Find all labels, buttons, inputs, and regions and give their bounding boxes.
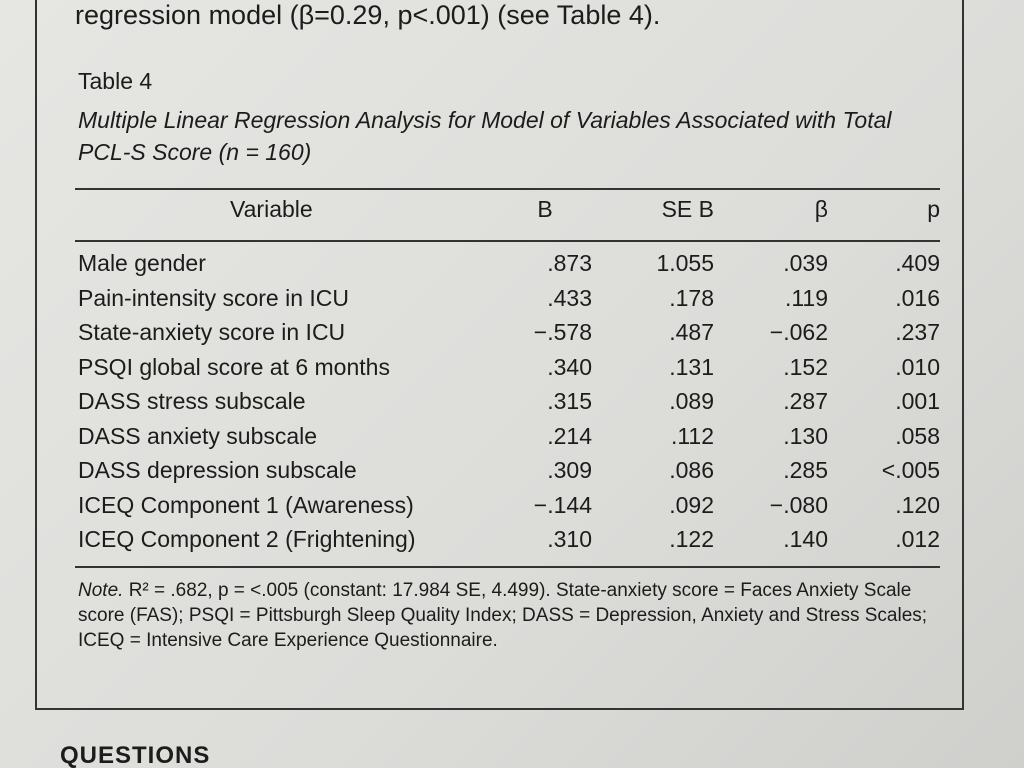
table-cell: .112 <box>670 422 714 449</box>
row-label: ICEQ Component 2 (Frightening) <box>78 526 416 552</box>
row-label: Male gender <box>78 250 206 276</box>
table-cell: .120 <box>895 491 940 518</box>
table-cell: −.144 <box>533 491 592 518</box>
table-cell: .873 <box>547 250 592 276</box>
row-label: DASS stress subscale <box>78 388 306 414</box>
table-cell: .315 <box>547 388 592 414</box>
table-cell: <.005 <box>881 457 940 483</box>
table-cell: .214 <box>547 422 592 449</box>
table-cell: −.080 <box>769 491 828 518</box>
intro-text: regression model (β=0.29, p<.001) (see T… <box>75 0 661 30</box>
table-cell: .010 <box>895 353 940 380</box>
row-label: Pain-intensity score in ICU <box>78 284 349 311</box>
row-label: ICEQ Component 1 (Awareness) <box>78 491 414 518</box>
row-label: State-anxiety score in ICU <box>78 319 346 345</box>
table-cell: .237 <box>895 319 940 345</box>
table-cell: .086 <box>669 457 714 483</box>
section-heading: QUESTIONS <box>60 742 211 768</box>
table-note: Note. R² = .682, p = <.005 (constant: 17… <box>78 578 948 653</box>
table-frame <box>35 0 964 710</box>
table-cell: −.578 <box>533 319 592 345</box>
table-cell: .089 <box>669 388 714 414</box>
column-header: Variable <box>230 196 313 222</box>
table-number: Table 4 <box>78 68 153 94</box>
table-cell: .152 <box>783 353 828 380</box>
table-cell: .409 <box>895 250 940 276</box>
table-cell: .131 <box>669 353 714 380</box>
table-cell: .001 <box>895 388 940 414</box>
column-header: p <box>927 196 940 222</box>
table-cell: .039 <box>783 250 828 276</box>
table-cell: .309 <box>547 457 592 483</box>
row-label: DASS anxiety subscale <box>78 422 318 449</box>
table-cell: .012 <box>895 526 940 552</box>
table-cell: .119 <box>784 284 828 311</box>
bottom-rule <box>75 566 940 568</box>
row-label: DASS depression subscale <box>78 457 357 483</box>
top-rule <box>75 188 940 190</box>
table-cell: 1.055 <box>656 250 714 276</box>
table-cell: .285 <box>783 457 828 483</box>
table-cell: .310 <box>547 526 592 552</box>
table-caption: Multiple Linear Regression Analysis for … <box>78 107 892 165</box>
table-cell: .140 <box>783 526 828 552</box>
table-cell: .433 <box>547 284 592 311</box>
table-cell: .058 <box>895 422 940 449</box>
table-cell: .178 <box>669 284 714 311</box>
table-cell: .487 <box>669 319 714 345</box>
row-label: PSQI global score at 6 months <box>78 353 390 380</box>
table-cell: .130 <box>783 422 828 449</box>
table-cell: .016 <box>895 284 940 311</box>
note-text: R² = .682, p = <.005 (constant: 17.984 S… <box>78 580 928 651</box>
header-rule <box>75 240 940 242</box>
note-label: Note. <box>78 580 124 601</box>
table-cell: .287 <box>783 388 828 414</box>
column-header: B <box>537 196 553 222</box>
column-header: β <box>814 196 828 222</box>
column-header: SE B <box>661 196 714 222</box>
table-cell: .122 <box>669 526 714 552</box>
table-cell: .340 <box>547 353 592 380</box>
table-cell: .092 <box>669 491 714 518</box>
table-cell: −.062 <box>769 319 828 345</box>
